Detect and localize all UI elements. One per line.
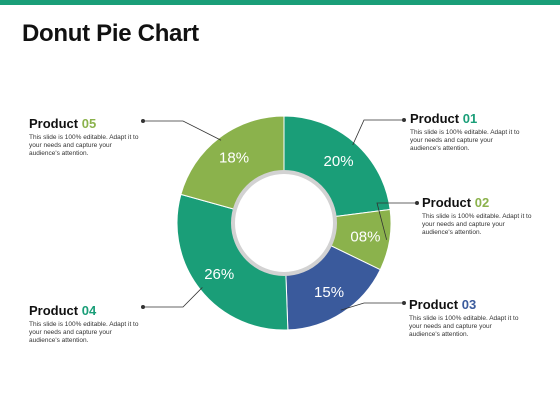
leader-line-product-02 [376, 202, 417, 240]
leader-line-product-04 [143, 287, 203, 308]
legend-number: 03 [461, 297, 477, 312]
legend-word: Product [410, 111, 460, 126]
legend-product-05-heading: Product 05 [29, 116, 141, 131]
legend-word: Product [422, 195, 472, 210]
value-label-product-02: 08% [350, 228, 380, 245]
legend-product-02: Product 02 This slide is 100% editable. … [422, 195, 534, 237]
leader-lines-group [141, 118, 419, 311]
legend-number: 02 [474, 195, 490, 210]
donut-inner-ring [231, 170, 337, 276]
legend-description: This slide is 100% editable. Adapt it to… [409, 315, 519, 338]
leader-dot-product-01 [402, 118, 406, 122]
leader-dot-product-04 [141, 305, 145, 309]
slices-group [176, 115, 392, 331]
leader-dot-product-02 [415, 201, 419, 205]
legend-number: 04 [81, 303, 97, 318]
legend-word: Product [29, 303, 79, 318]
leader-line-product-05 [143, 120, 222, 141]
legend-product-03-heading: Product 03 [409, 297, 521, 312]
value-label-product-05: 18% [219, 149, 249, 166]
legend-product-02-heading: Product 02 [422, 195, 534, 210]
leader-line-product-01 [352, 119, 404, 146]
legend-description: This slide is 100% editable. Adapt it to… [422, 213, 532, 236]
leader-line-product-03 [340, 302, 404, 311]
legend-description: This slide is 100% editable. Adapt it to… [410, 129, 520, 152]
value-label-product-01: 20% [324, 153, 354, 170]
legend-product-01: Product 01 This slide is 100% editable. … [410, 111, 522, 153]
legend-word: Product [29, 116, 79, 131]
legend-product-04-heading: Product 04 [29, 303, 141, 318]
page-title: Donut Pie Chart [22, 20, 199, 47]
top-accent-bar [0, 0, 560, 5]
legend-product-01-heading: Product 01 [410, 111, 522, 126]
legend-number: 01 [462, 111, 478, 126]
leader-dot-product-03 [402, 301, 406, 305]
legend-description: This slide is 100% editable. Adapt it to… [29, 321, 139, 344]
legend-product-04: Product 04 This slide is 100% editable. … [29, 303, 141, 345]
value-label-product-03: 15% [314, 284, 344, 301]
legend-product-03: Product 03 This slide is 100% editable. … [409, 297, 521, 339]
legend-word: Product [409, 297, 459, 312]
value-label-product-04: 26% [204, 266, 234, 283]
legend-product-05: Product 05 This slide is 100% editable. … [29, 116, 141, 158]
legend-number: 05 [81, 116, 97, 131]
value-labels-group: 20% 08% 15% 26% 18% [204, 149, 380, 301]
legend-description: This slide is 100% editable. Adapt it to… [29, 134, 139, 157]
leader-dot-product-05 [141, 119, 145, 123]
